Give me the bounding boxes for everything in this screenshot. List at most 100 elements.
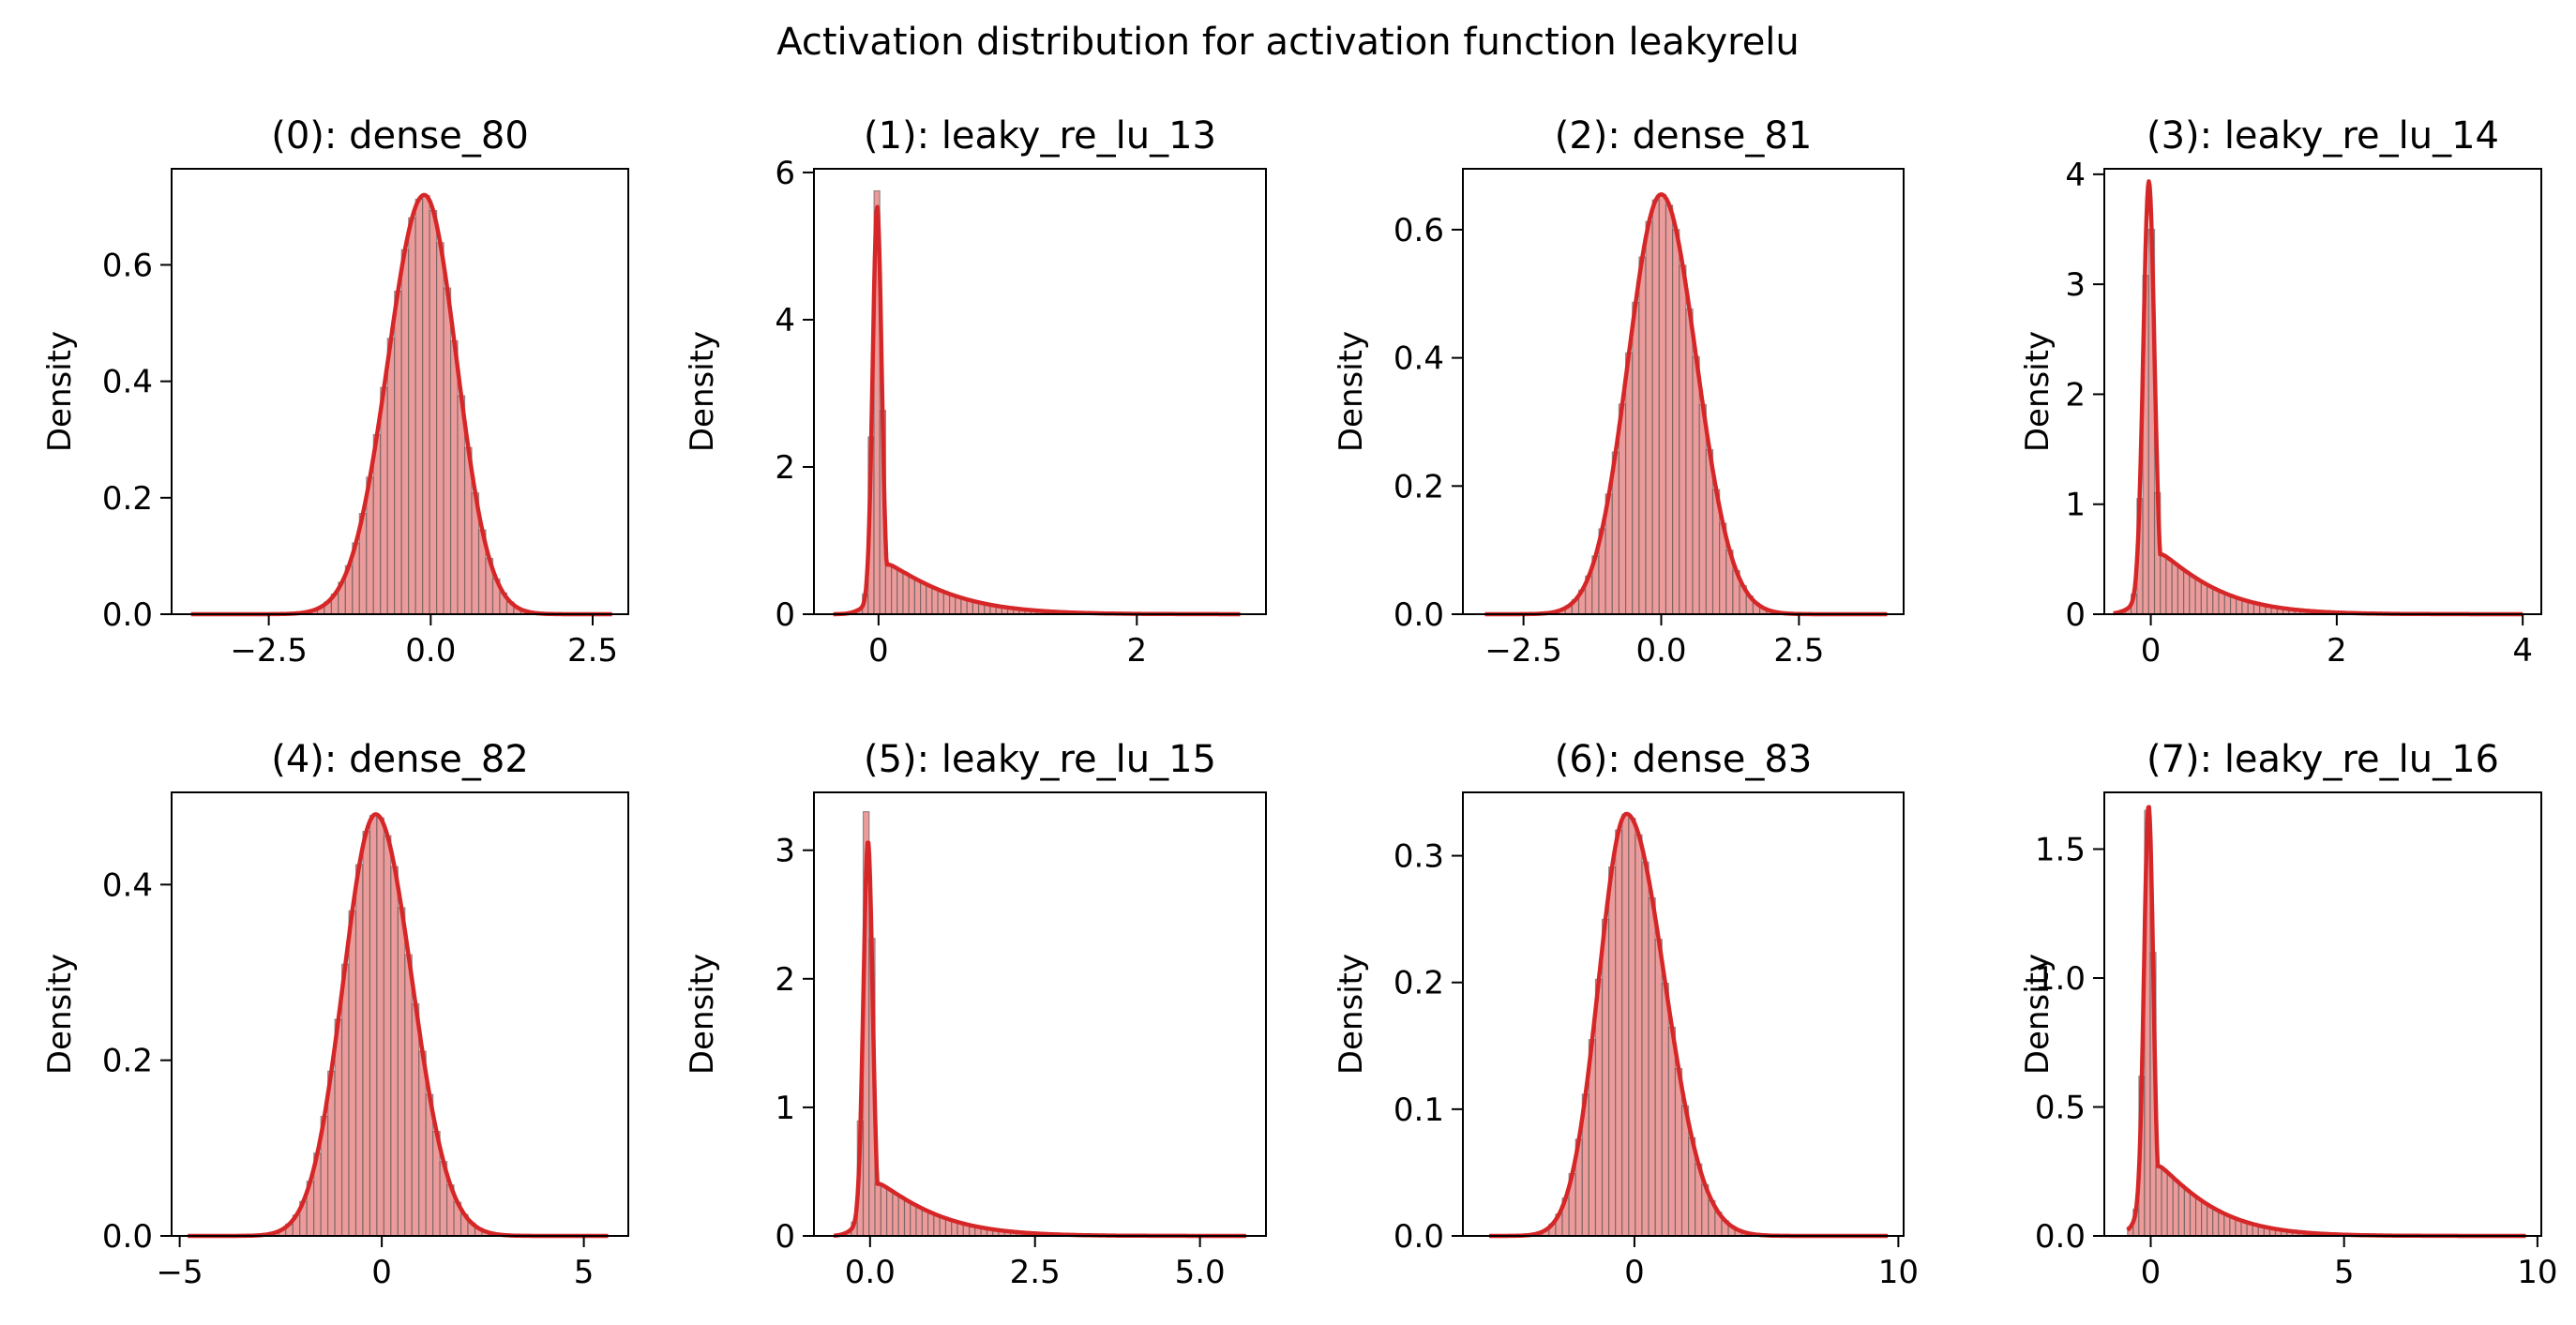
axes-frame bbox=[813, 791, 1267, 1237]
histogram-bar bbox=[1672, 229, 1680, 615]
histogram-bar bbox=[2194, 579, 2202, 615]
figure-title: Activation distribution for activation f… bbox=[776, 21, 1800, 64]
y-axis-label: Density bbox=[41, 331, 79, 452]
y-axis-label: Density bbox=[41, 954, 79, 1075]
histogram-bars bbox=[257, 814, 511, 1237]
histogram-bar bbox=[408, 217, 416, 615]
axes-frame bbox=[2103, 168, 2542, 615]
histogram-bars bbox=[2127, 809, 2390, 1237]
histogram-bar bbox=[927, 1212, 935, 1237]
histogram-bar bbox=[369, 814, 378, 1237]
axes-frame bbox=[2103, 791, 2542, 1237]
y-tick-label: 0.3 bbox=[1393, 838, 1444, 876]
x-tick-label: 0 bbox=[1624, 1254, 1645, 1291]
y-tick-label: 0.2 bbox=[1393, 468, 1444, 505]
y-axis-label: Density bbox=[2019, 954, 2056, 1075]
histogram-bar bbox=[1638, 256, 1647, 615]
histogram-bar bbox=[926, 584, 933, 615]
axes-frame bbox=[171, 791, 629, 1237]
histogram-bar bbox=[2183, 1189, 2192, 1237]
histogram-bar bbox=[450, 339, 459, 615]
y-tick-label: 0 bbox=[2065, 596, 2086, 634]
x-tick-label: 5.0 bbox=[1175, 1254, 1226, 1291]
axes-frame bbox=[813, 168, 1267, 615]
y-tick-label: 0.5 bbox=[2035, 1090, 2086, 1127]
y-tick-label: 2 bbox=[775, 961, 795, 999]
y-tick-label: 0 bbox=[775, 596, 795, 634]
x-tick-label: 0 bbox=[2141, 632, 2162, 670]
y-axis-label: Density bbox=[1333, 331, 1370, 452]
histogram-bar bbox=[443, 287, 452, 615]
x-tick-label: 10 bbox=[1878, 1254, 1919, 1291]
histogram-bar bbox=[884, 564, 893, 615]
subplot-title: (6): dense_83 bbox=[1555, 738, 1813, 781]
histogram-bar bbox=[348, 910, 357, 1237]
y-tick-label: 1 bbox=[775, 1090, 795, 1127]
x-tick-label: 0 bbox=[371, 1254, 392, 1291]
x-tick-label: −2.5 bbox=[230, 632, 308, 670]
kde-line bbox=[832, 204, 1242, 617]
histogram-bar bbox=[2189, 575, 2196, 615]
y-tick-label: 3 bbox=[775, 833, 795, 870]
histogram-bar bbox=[910, 1203, 917, 1237]
histogram-bar bbox=[2207, 1205, 2214, 1237]
histogram-bar bbox=[2201, 1201, 2208, 1237]
histogram-bar bbox=[422, 195, 430, 615]
histogram-bar bbox=[386, 338, 396, 615]
histogram-bar bbox=[2165, 558, 2173, 615]
y-tick-label: 4 bbox=[2065, 157, 2086, 194]
histogram-bar bbox=[1654, 939, 1663, 1237]
histogram-bar bbox=[931, 587, 939, 615]
kde-line bbox=[832, 840, 1248, 1239]
histogram-bars bbox=[844, 189, 1137, 615]
histogram-bar bbox=[1648, 896, 1656, 1237]
x-tick-label: 5 bbox=[574, 1254, 595, 1291]
histogram-bar bbox=[1632, 301, 1640, 615]
histogram-bar bbox=[874, 1182, 881, 1237]
histogram-bar bbox=[394, 290, 402, 615]
y-tick-label: 0.2 bbox=[1393, 965, 1444, 1002]
x-tick-label: 2.5 bbox=[567, 632, 618, 670]
subplot-6: 0 10 0.0 0.1 0.2 0.3 Density (6): dense_83 bbox=[1333, 738, 1919, 1291]
subplot-title: (5): leaky_re_lu_15 bbox=[864, 738, 1216, 781]
x-tick-label: 2 bbox=[2327, 632, 2347, 670]
histogram-bar bbox=[921, 1209, 929, 1237]
histogram-bar bbox=[891, 565, 898, 615]
subplot-2: −2.5 0.0 2.5 0.0 0.2 0.4 0.6 Density (2): dense_… bbox=[1333, 114, 1905, 670]
histogram-bar bbox=[892, 1192, 899, 1237]
histogram-bar bbox=[1665, 204, 1674, 615]
y-tick-label: 0.4 bbox=[102, 866, 153, 904]
histogram-bar bbox=[2218, 1212, 2225, 1237]
y-tick-label: 0.6 bbox=[102, 247, 153, 284]
histogram-bar bbox=[1698, 403, 1707, 615]
histogram-bars bbox=[288, 195, 550, 615]
subplot-title: (1): leaky_re_lu_13 bbox=[864, 114, 1216, 158]
y-tick-label: 2 bbox=[775, 449, 795, 487]
x-tick-label: 5 bbox=[2334, 1254, 2355, 1291]
histogram-bar bbox=[390, 866, 399, 1237]
histogram-bar bbox=[1615, 829, 1623, 1237]
histogram-bar bbox=[2189, 1194, 2197, 1237]
kde-line bbox=[2112, 179, 2524, 617]
histogram-bar bbox=[1634, 834, 1643, 1237]
y-tick-label: 0.6 bbox=[1393, 212, 1444, 249]
subplot-5: 0.0 2.5 5.0 0 1 2 3 Density (5): leaky_re_lu_15 bbox=[684, 738, 1267, 1291]
histogram-bar bbox=[1651, 199, 1660, 615]
subplot-title: (4): dense_82 bbox=[271, 738, 529, 781]
histogram-bar bbox=[1692, 355, 1700, 615]
y-tick-label: 2 bbox=[2065, 376, 2086, 414]
y-tick-label: 0.0 bbox=[1393, 1218, 1444, 1256]
axes-frame bbox=[171, 168, 629, 615]
histogram-bar bbox=[2212, 1208, 2220, 1237]
x-tick-label: 4 bbox=[2512, 632, 2533, 670]
y-tick-label: 0.1 bbox=[1393, 1092, 1444, 1129]
y-tick-label: 0.4 bbox=[1393, 340, 1444, 378]
histogram-bar bbox=[2160, 554, 2167, 615]
y-tick-label: 1 bbox=[2065, 487, 2086, 524]
histogram-bar bbox=[2207, 585, 2214, 615]
histogram-bar bbox=[1685, 308, 1694, 615]
histogram-bar bbox=[1625, 352, 1634, 615]
subplot-3: 0 2 4 0 1 2 3 4 Density (3): leaky_re_lu_14 bbox=[2019, 114, 2542, 670]
histogram-bar bbox=[886, 1188, 894, 1237]
